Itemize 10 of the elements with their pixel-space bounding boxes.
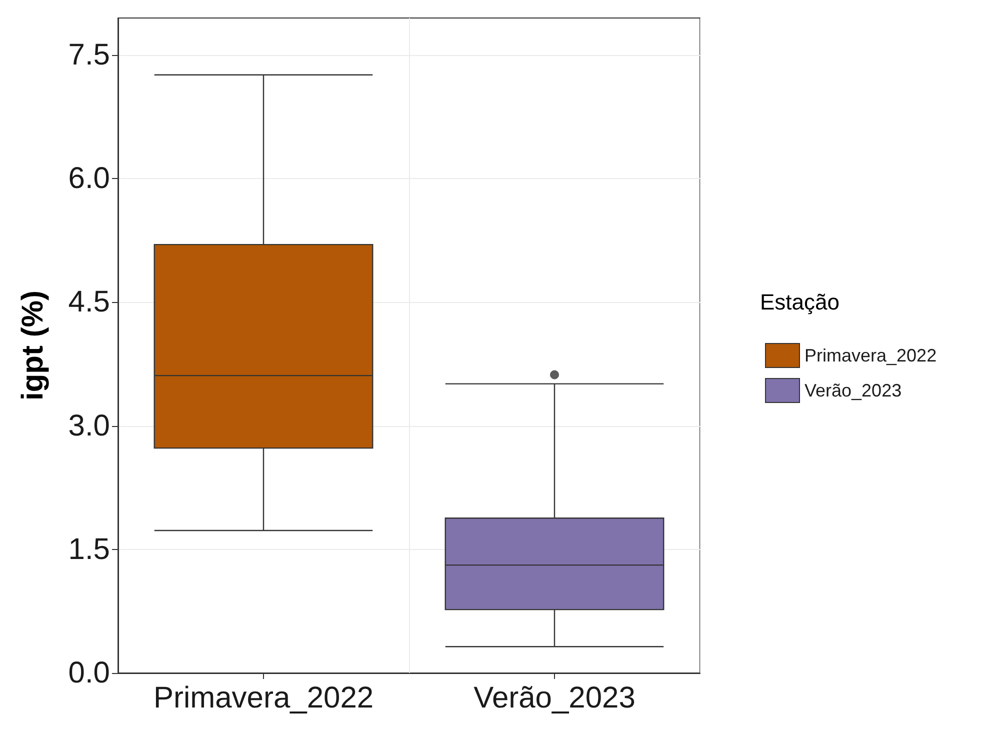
legend-title: Estação bbox=[760, 290, 840, 314]
legend-label: Verão_2023 bbox=[804, 380, 902, 400]
y-tick-label: 4.5 bbox=[68, 286, 110, 319]
y-tick-label: 0.0 bbox=[68, 656, 110, 690]
legend-label: Primavera_2022 bbox=[804, 346, 937, 366]
y-tick-label: 7.5 bbox=[68, 38, 110, 72]
y-tick-label: 1.5 bbox=[68, 532, 110, 566]
y-axis-title: igpt (%) bbox=[16, 290, 50, 400]
y-tick-label: 6.0 bbox=[68, 162, 110, 196]
y-tick-label: 3.0 bbox=[68, 409, 110, 442]
